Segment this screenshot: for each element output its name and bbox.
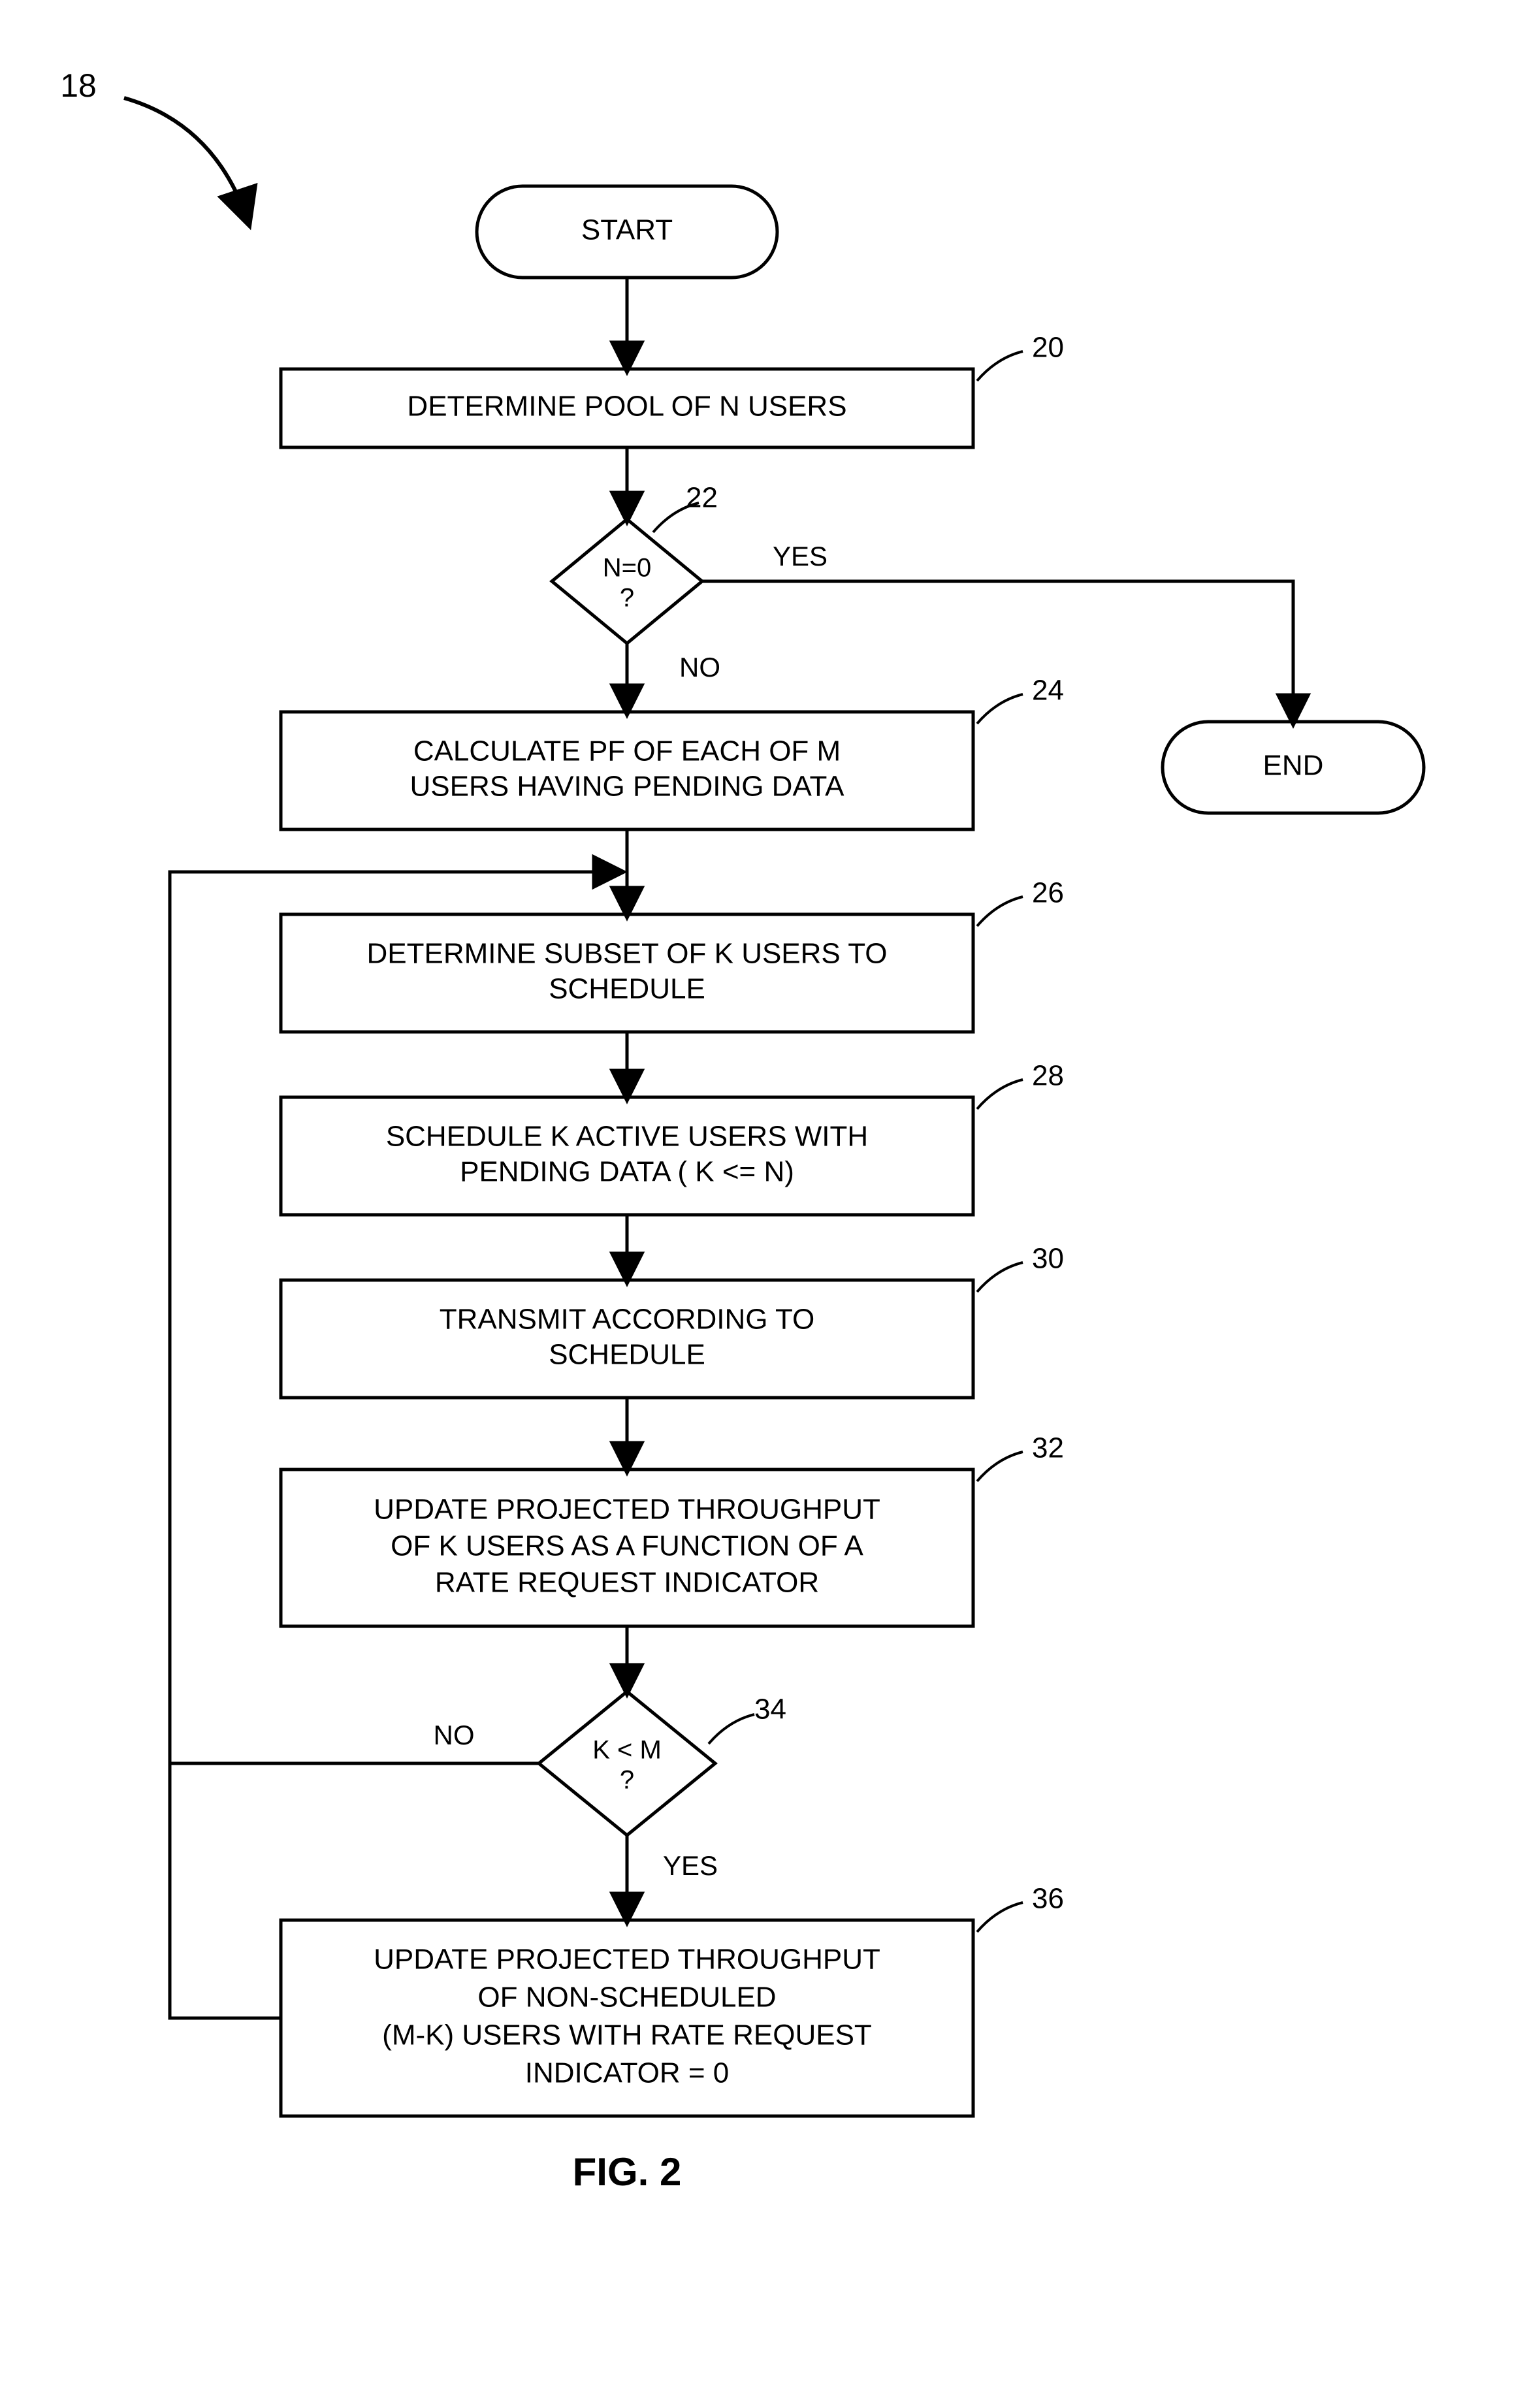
process-30-text-line1: TRANSMIT ACCORDING TO — [440, 1304, 815, 1336]
process-26-text-line1: DETERMINE SUBSET OF K USERS TO — [366, 938, 887, 970]
figure-title: FIG. 2 — [573, 2150, 682, 2194]
ref-28: 28 — [1032, 1060, 1064, 1092]
process-24-text-line1: CALCULATE PF OF EACH OF M — [413, 735, 841, 767]
process-28-text-line1: SCHEDULE K ACTIVE USERS WITH — [386, 1121, 868, 1153]
ref-32-tick — [977, 1452, 1023, 1481]
ref-26-tick — [977, 897, 1023, 926]
label-22-yes: YES — [773, 541, 828, 571]
start-label: START — [581, 214, 673, 246]
ref-24-tick — [977, 694, 1023, 724]
label-34-no: NO — [434, 1720, 475, 1750]
ref-20-tick — [977, 351, 1023, 381]
process-28-text-line2: PENDING DATA ( K <= N) — [460, 1156, 794, 1188]
edge-22-end — [702, 581, 1293, 722]
label-22-no: NO — [679, 652, 720, 682]
ref-34: 34 — [754, 1694, 786, 1726]
process-24-text-line2: USERS HAVING PENDING DATA — [410, 771, 845, 803]
process-36-text-line2: OF NON-SCHEDULED — [477, 1982, 776, 2014]
process-20-text: DETERMINE POOL OF N USERS — [407, 391, 846, 423]
process-36-text-line4: INDICATOR = 0 — [525, 2057, 730, 2089]
ref-30: 30 — [1032, 1243, 1064, 1275]
edge-36-loop — [170, 1763, 281, 2018]
process-32-text-line1: UPDATE PROJECTED THROUGHPUT — [374, 1494, 880, 1526]
process-36-text-line1: UPDATE PROJECTED THROUGHPUT — [374, 1944, 880, 1976]
decision-22-l2: ? — [620, 584, 634, 613]
figure-ref-arrow — [124, 98, 248, 222]
ref-30-tick — [977, 1262, 1023, 1292]
decision-34-l2: ? — [620, 1766, 634, 1795]
ref-36: 36 — [1032, 1883, 1064, 1915]
end-label: END — [1263, 750, 1324, 782]
ref-24: 24 — [1032, 675, 1064, 707]
decision-22-l1: N=0 — [603, 554, 652, 583]
process-32-text-line3: RATE REQUEST INDICATOR — [435, 1567, 819, 1599]
process-26-text-line2: SCHEDULE — [549, 973, 705, 1005]
ref-32: 32 — [1032, 1432, 1064, 1464]
ref-28-tick — [977, 1080, 1023, 1109]
ref-20: 20 — [1032, 332, 1064, 364]
process-36-text-line3: (M-K) USERS WITH RATE REQUEST — [382, 2019, 872, 2051]
ref-36-tick — [977, 1902, 1023, 1932]
decision-34-l1: K < M — [592, 1736, 662, 1765]
figure-ref-18: 18 — [60, 67, 97, 104]
ref-22: 22 — [686, 482, 718, 514]
process-30-text-line2: SCHEDULE — [549, 1339, 705, 1371]
label-34-yes: YES — [663, 1850, 718, 1881]
process-32-text-line2: OF K USERS AS A FUNCTION OF A — [391, 1530, 863, 1562]
ref-34-tick — [709, 1714, 754, 1744]
ref-26: 26 — [1032, 877, 1064, 909]
